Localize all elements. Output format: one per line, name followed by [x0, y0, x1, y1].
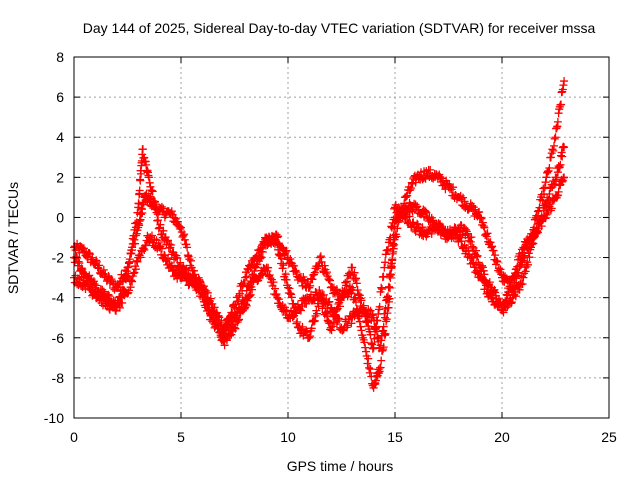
y-tick-label: 6 — [56, 89, 64, 105]
tick-layer: 0 5 10 15 20 25 -10 -8 -6 -4 -2 0 2 4 6 8 — [44, 49, 617, 445]
y-tick-label: 2 — [56, 169, 64, 185]
data-point — [316, 253, 325, 262]
x-tick-label: 5 — [177, 429, 185, 445]
x-tick-label: 0 — [70, 429, 78, 445]
x-tick-label: 15 — [387, 429, 403, 445]
data-layer — [70, 77, 569, 392]
y-tick-label: -4 — [52, 290, 65, 306]
plot-frame — [73, 56, 610, 419]
chart-title: Day 144 of 2025, Sidereal Day-to-day VTE… — [83, 20, 596, 36]
y-tick-label: 4 — [56, 129, 64, 145]
y-tick-label: 0 — [56, 209, 64, 225]
x-tick-label: 20 — [494, 429, 510, 445]
x-tick-label: 25 — [601, 429, 617, 445]
data-point — [380, 263, 389, 272]
data-point — [560, 77, 569, 86]
series-markers-trace-c — [70, 173, 568, 353]
y-tick-label: 8 — [56, 49, 64, 65]
y-axis-label: SDTVAR / TECUs — [5, 182, 21, 294]
data-point — [519, 273, 528, 282]
y-tick-label: -2 — [52, 250, 65, 266]
y-tick-label: -6 — [52, 330, 65, 346]
data-point — [241, 273, 250, 282]
series-markers-trace-a — [70, 81, 568, 353]
x-tick-label: 10 — [280, 429, 296, 445]
y-tick-label: -10 — [44, 410, 64, 426]
data-point — [551, 133, 560, 142]
x-axis-label: GPS time / hours — [287, 458, 394, 474]
y-tick-label: -8 — [52, 370, 65, 386]
